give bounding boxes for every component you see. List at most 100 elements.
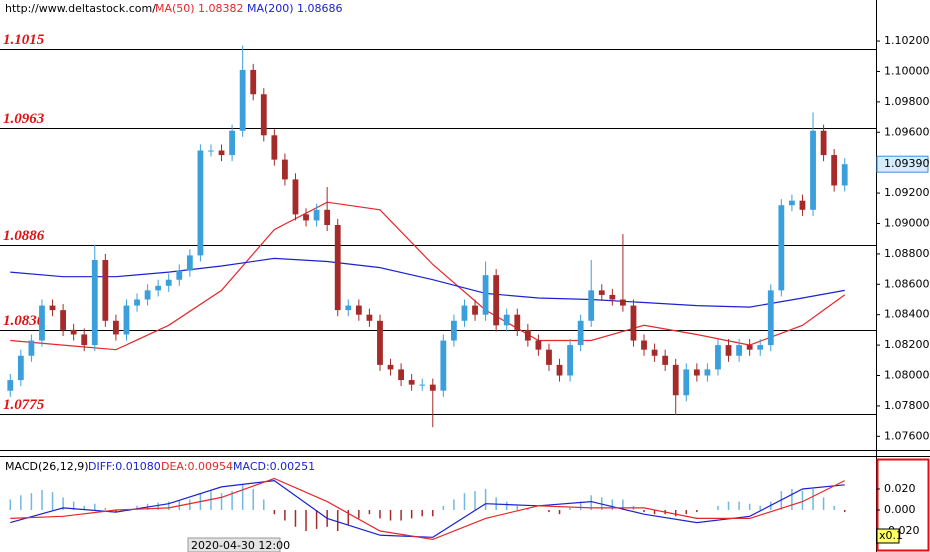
candle-body	[102, 259, 109, 321]
candle-body	[155, 285, 162, 291]
y-tick-label: 0.000	[884, 503, 916, 516]
candle-body	[324, 209, 331, 225]
candle-body	[186, 255, 193, 271]
candle-body	[662, 355, 669, 365]
candle-body	[609, 294, 616, 300]
candle-body	[81, 334, 88, 346]
macd-hist-label: MACD:0.00251	[233, 460, 315, 473]
candle-body	[799, 200, 806, 210]
candle-body	[398, 369, 404, 381]
candle-body	[514, 314, 521, 330]
candle-body	[461, 305, 468, 321]
candle-body	[767, 290, 774, 346]
candle-body	[451, 320, 457, 341]
candle-body	[70, 329, 77, 335]
candle-body	[820, 130, 827, 156]
level-label: 1.0886	[3, 228, 45, 244]
candle-body	[493, 275, 500, 326]
candle-body	[165, 279, 172, 286]
candle-body	[408, 380, 415, 385]
legend-value: 1.08686	[297, 2, 343, 15]
candle-body	[778, 205, 785, 291]
candle-body	[60, 310, 66, 330]
candle-body	[292, 179, 299, 215]
candle-body	[387, 364, 394, 370]
y-tick-label: 1.09200	[884, 186, 930, 199]
source: http://www.deltastock.com/	[5, 2, 156, 15]
candle-body	[239, 69, 246, 131]
candle-body	[91, 259, 98, 346]
candle-body	[271, 135, 278, 160]
legend-name: MA(200)	[247, 2, 294, 15]
scale-box	[876, 528, 900, 544]
candle-body	[693, 369, 700, 376]
candle-body	[39, 305, 45, 341]
candle-body	[176, 270, 183, 280]
candle-body	[535, 340, 542, 350]
candle-body	[556, 364, 563, 376]
candle-body	[229, 130, 235, 156]
level-label: 1.0775	[3, 397, 45, 413]
candle-body	[641, 340, 647, 350]
line-series	[10, 479, 845, 538]
y-tick-label: 1.08200	[884, 338, 930, 351]
macd-legend: DEA:0.00954	[161, 460, 233, 473]
y-tick-label: 1.09600	[884, 125, 930, 138]
candle-body	[588, 290, 595, 321]
candle-body	[546, 349, 552, 365]
candle-body	[440, 340, 447, 391]
candle-body	[736, 345, 742, 356]
y-tick-label: 1.07800	[884, 399, 930, 412]
y-tick-label: 1.07600	[884, 429, 930, 442]
candle-body	[197, 150, 204, 256]
last-price-label: 1.09390	[884, 157, 930, 170]
candle-body	[429, 384, 436, 391]
candle-body	[503, 314, 510, 326]
candle-body	[831, 155, 838, 186]
candle-body	[123, 305, 130, 335]
candle-body	[313, 209, 320, 221]
candle-body	[282, 159, 288, 180]
cursor-box	[187, 537, 281, 552]
candle-body	[345, 305, 352, 311]
candle-body	[208, 150, 214, 152]
candle-body	[17, 355, 24, 381]
candle-body	[472, 305, 478, 315]
candle-body	[113, 320, 119, 335]
candle-body	[598, 290, 605, 295]
candle-body	[683, 369, 690, 396]
candle-body	[715, 345, 721, 370]
y-tick-label: 1.09800	[884, 95, 930, 108]
macd-title: MACD(26,12,9)	[5, 460, 89, 473]
candle-body	[704, 369, 711, 376]
candle-body	[725, 345, 732, 356]
candle-body	[651, 349, 658, 356]
line-series	[10, 201, 846, 351]
candle-body	[28, 340, 35, 356]
candle-body	[355, 305, 362, 315]
candle-body	[334, 225, 341, 311]
candle-body	[7, 380, 14, 391]
y-tick-label: 1.08000	[884, 369, 930, 382]
cursor-label: 2020-04-30 12:00	[191, 539, 290, 552]
candle-body	[577, 320, 584, 346]
line-series	[10, 477, 845, 541]
macd-legend: DIFF:0.01080	[88, 460, 161, 473]
candle-body	[841, 164, 848, 186]
y-tick-label: 1.08400	[884, 308, 930, 321]
candle-body	[810, 130, 816, 210]
scale-label: x0.1	[879, 529, 903, 542]
level-label: 1.1015	[3, 32, 45, 48]
y-tick-label: 1.09000	[884, 216, 930, 229]
candle-body	[303, 214, 309, 221]
y-tick-label: 0.020	[884, 482, 916, 495]
candle-body	[134, 299, 140, 306]
axis-highlight	[876, 458, 930, 552]
candle-body	[524, 329, 531, 341]
candle-body	[250, 69, 257, 95]
legend-name: MA(50)	[155, 2, 195, 15]
legend-value: 1.08382	[198, 2, 244, 15]
candle-body	[630, 305, 637, 341]
y-tick-label: 1.10000	[884, 64, 930, 77]
level-label: 1.0830	[3, 313, 45, 329]
